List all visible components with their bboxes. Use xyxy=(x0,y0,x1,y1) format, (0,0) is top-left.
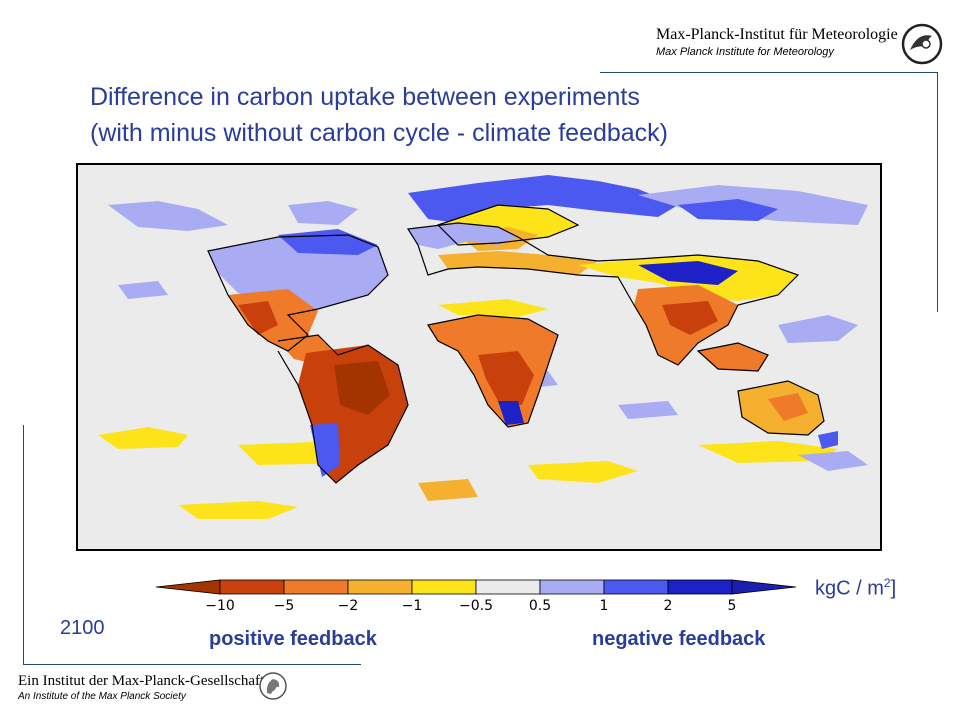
title-line-2: (with minus without carbon cycle - clima… xyxy=(90,119,669,147)
colorbar-tick-label: 0.5 xyxy=(529,598,551,614)
institute-name-en: Max Planck Institute for Meteorology xyxy=(656,46,834,58)
colorbar-tick-label: 2 xyxy=(664,598,673,614)
colorbar-segment xyxy=(475,579,541,595)
colorbar-arrow-left xyxy=(155,579,221,595)
carbon-uptake-map xyxy=(76,163,882,551)
colorbar-segment xyxy=(219,579,285,595)
negative-feedback-label: negative feedback xyxy=(592,628,766,650)
colorbar-segment xyxy=(283,579,349,595)
minerva-emblem-icon xyxy=(259,672,287,700)
colorbar-segment xyxy=(603,579,669,595)
colorbar-tick-label: −10 xyxy=(205,598,235,614)
coastlines xyxy=(207,204,825,484)
unit-label: kgC / m2] xyxy=(815,576,896,601)
unit-exponent: 2 xyxy=(883,576,891,590)
land-regions xyxy=(208,223,838,483)
mpg-society-logo: Ein Institut der Max-Planck-Gesellschaft… xyxy=(18,671,338,711)
mpi-emblem-icon xyxy=(901,23,943,65)
frame-line-left xyxy=(23,425,24,665)
colorbar-segments xyxy=(155,579,797,595)
colorbar-tick-label: 1 xyxy=(600,598,609,614)
frame-line-bottom xyxy=(23,664,361,665)
title-line-1: Difference in carbon uptake between expe… xyxy=(90,83,640,111)
ocean-patches xyxy=(98,175,868,519)
colorbar-segment xyxy=(411,579,477,595)
year-label: 2100 xyxy=(60,617,105,639)
positive-feedback-label: positive feedback xyxy=(209,628,377,650)
footer-line-en: An Institute of the Max Planck Society xyxy=(18,691,186,702)
institute-name-de: Max-Planck-Institut für Meteorologie xyxy=(656,26,898,43)
unit-text: kgC / m xyxy=(815,577,884,600)
footer-line-de: Ein Institut der Max-Planck-Gesellschaft xyxy=(18,673,265,689)
colorbar-tick-label: −1 xyxy=(402,598,423,614)
colorbar-arrow-right xyxy=(731,579,797,595)
colorbar-tick-label: −5 xyxy=(274,598,295,614)
slide-title: Difference in carbon uptake between expe… xyxy=(90,79,890,151)
colorbar-segment xyxy=(539,579,605,595)
colorbar-segment xyxy=(347,579,413,595)
colorbar-tick-labels: −10 −5 −2 −1 −0.5 0.5 1 2 5 xyxy=(205,598,736,614)
frame-line-top xyxy=(600,72,938,73)
frame-line-right xyxy=(937,72,938,312)
colorbar-tick-label: −0.5 xyxy=(459,598,493,614)
colorbar: −10 −5 −2 −1 −0.5 0.5 1 2 5 xyxy=(155,579,797,614)
colorbar-tick-label: −2 xyxy=(338,598,359,614)
colorbar-tick-label: 5 xyxy=(728,598,737,614)
unit-close: ] xyxy=(890,577,897,600)
world-map-svg xyxy=(78,165,880,549)
colorbar-segment xyxy=(667,579,733,595)
mpi-meteorology-logo: Max-Planck-Institut für Meteorologie Max… xyxy=(648,22,948,68)
